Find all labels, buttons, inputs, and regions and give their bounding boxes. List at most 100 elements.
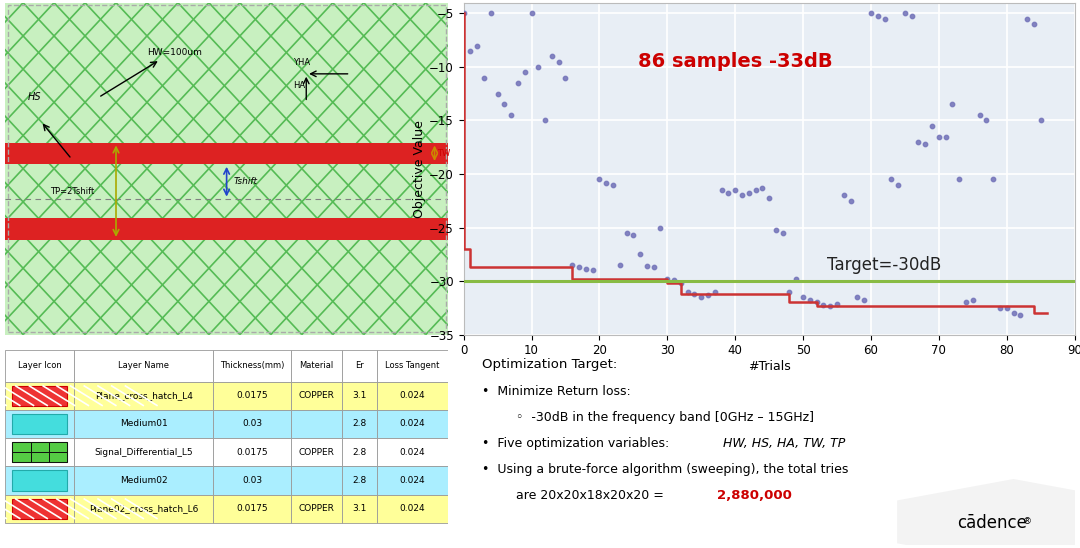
Text: 2.8: 2.8 xyxy=(352,476,366,485)
Bar xyxy=(377,466,448,495)
Point xyxy=(876,14,893,23)
Bar xyxy=(341,350,377,381)
Bar xyxy=(5,438,73,466)
Bar xyxy=(12,452,30,463)
Text: 0.0175: 0.0175 xyxy=(237,391,268,400)
Text: Loss Tangent: Loss Tangent xyxy=(386,362,440,370)
Text: 3.1: 3.1 xyxy=(352,504,366,513)
Bar xyxy=(291,350,341,381)
Text: 0.024: 0.024 xyxy=(400,476,426,485)
Point xyxy=(808,298,825,307)
Bar xyxy=(12,470,67,490)
Point xyxy=(964,296,982,305)
Text: Plane_cross_hatch_L4: Plane_cross_hatch_L4 xyxy=(95,391,192,400)
Text: HS: HS xyxy=(27,92,41,102)
Point xyxy=(855,296,873,305)
Bar xyxy=(291,381,341,410)
Point xyxy=(686,289,703,298)
Point xyxy=(564,261,581,270)
Point xyxy=(611,261,629,270)
Bar xyxy=(73,410,214,438)
Bar xyxy=(291,438,341,466)
Point xyxy=(890,180,907,189)
Text: 2.8: 2.8 xyxy=(352,448,366,456)
Point xyxy=(998,304,1015,312)
Bar xyxy=(377,495,448,523)
Text: Material: Material xyxy=(299,362,334,370)
Text: ◦  -30dB in the frequency band [0GHz – 15GHz]: ◦ -30dB in the frequency band [0GHz – 15… xyxy=(515,411,813,424)
Point xyxy=(557,73,575,82)
Bar xyxy=(214,410,291,438)
Point xyxy=(543,52,561,61)
Point xyxy=(977,116,995,125)
Bar xyxy=(377,350,448,381)
Point xyxy=(700,290,717,299)
Point xyxy=(937,132,955,141)
Point xyxy=(719,189,737,198)
Text: Er: Er xyxy=(355,362,364,370)
Bar xyxy=(49,452,67,463)
Point xyxy=(971,111,988,119)
Text: 86 samples -33dB: 86 samples -33dB xyxy=(638,52,833,71)
Bar xyxy=(30,442,49,452)
Point xyxy=(591,175,608,184)
Point xyxy=(706,287,724,296)
Text: 0.024: 0.024 xyxy=(400,391,426,400)
Point xyxy=(1004,309,1022,317)
Point xyxy=(455,9,472,18)
Bar xyxy=(341,381,377,410)
Text: COPPER: COPPER xyxy=(298,504,334,513)
Point xyxy=(510,79,527,88)
Point xyxy=(577,265,594,273)
Text: cādence: cādence xyxy=(957,513,1027,532)
Point xyxy=(869,11,887,20)
Bar xyxy=(5,350,73,381)
Text: Layer Icon: Layer Icon xyxy=(17,362,62,370)
Bar xyxy=(341,410,377,438)
Bar xyxy=(291,495,341,523)
Text: Tshift: Tshift xyxy=(233,177,257,186)
Bar xyxy=(377,381,448,410)
Point xyxy=(882,175,900,184)
Text: Optimization Target:: Optimization Target: xyxy=(482,358,617,371)
Bar xyxy=(341,495,377,523)
Point xyxy=(923,122,941,130)
Text: Plane02_cross_hatch_L6: Plane02_cross_hatch_L6 xyxy=(89,504,199,513)
Point xyxy=(713,186,730,195)
Text: HW, HS, HA, TW, TP: HW, HS, HA, TW, TP xyxy=(724,437,846,450)
Bar xyxy=(5,495,73,523)
Text: Medium02: Medium02 xyxy=(120,476,167,485)
Bar xyxy=(5,219,448,240)
Text: 0.024: 0.024 xyxy=(400,448,426,456)
Bar xyxy=(5,466,73,495)
Bar xyxy=(30,452,49,463)
Bar xyxy=(291,466,341,495)
Point xyxy=(814,300,832,309)
Point xyxy=(801,296,819,305)
Point xyxy=(944,100,961,109)
Point xyxy=(496,100,513,109)
Text: Target=-30dB: Target=-30dB xyxy=(827,255,942,273)
Point xyxy=(523,9,540,18)
Point xyxy=(747,186,765,195)
Point xyxy=(632,250,649,259)
Point xyxy=(835,191,852,200)
Point xyxy=(1012,311,1029,319)
Bar xyxy=(214,381,291,410)
Point xyxy=(822,301,839,310)
Point xyxy=(462,47,480,55)
Point xyxy=(740,189,757,198)
Point xyxy=(584,266,602,275)
Point xyxy=(537,116,554,125)
Point xyxy=(679,287,697,296)
Point xyxy=(570,262,588,271)
Point xyxy=(774,229,792,237)
Text: TW: TW xyxy=(436,149,450,158)
Text: HA: HA xyxy=(293,81,306,90)
Point xyxy=(930,132,947,141)
Point xyxy=(502,111,519,119)
Text: TP=2Tshift: TP=2Tshift xyxy=(50,187,94,196)
Point xyxy=(733,191,751,200)
Text: 0.0175: 0.0175 xyxy=(237,504,268,513)
Bar xyxy=(73,350,214,381)
